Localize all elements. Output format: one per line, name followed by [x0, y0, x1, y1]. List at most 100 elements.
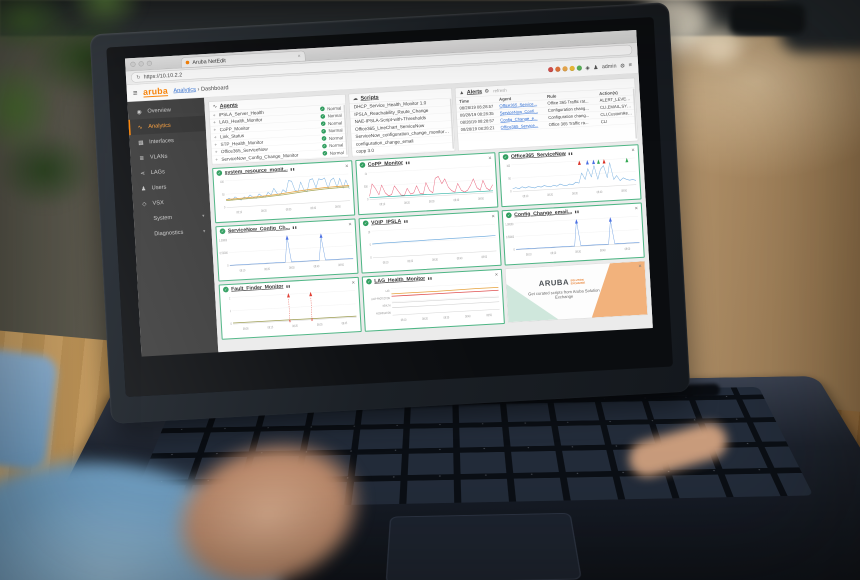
- svg-text:08:10: 08:10: [526, 252, 532, 257]
- agent-status: Normal: [329, 142, 344, 149]
- status-ok-icon: ✓: [321, 136, 327, 142]
- chart-type-icon[interactable]: ▮▮: [568, 151, 574, 156]
- svg-text:500: 500: [364, 184, 368, 189]
- close-icon[interactable]: ×: [491, 213, 495, 220]
- svg-text:08:30: 08:30: [289, 265, 295, 270]
- chart-type-icon[interactable]: ▮▮: [427, 276, 433, 281]
- chart-title-link[interactable]: VOIP_IPSLA: [370, 218, 402, 226]
- close-icon[interactable]: ×: [344, 162, 349, 170]
- close-icon[interactable]: ×: [351, 279, 356, 286]
- svg-text:5: 5: [370, 242, 372, 247]
- sidebar-item-label: VSX: [152, 199, 164, 207]
- svg-text:10: 10: [368, 230, 371, 235]
- svg-text:0: 0: [230, 321, 232, 326]
- chart-canvas: 1k 500 0 08:10 08:20 08:30 08:40 08:50: [364, 165, 494, 207]
- sidebar-item-diagnostics[interactable]: Diagnostics ▾: [134, 223, 212, 243]
- traffic-lights: [130, 60, 155, 67]
- status-count-dot[interactable]: [562, 66, 568, 72]
- breadcrumb-analytics-link[interactable]: Analytics: [173, 86, 197, 94]
- svg-text:100: 100: [506, 163, 510, 168]
- expand-icon[interactable]: +: [213, 127, 217, 133]
- username[interactable]: admin: [601, 62, 617, 70]
- sidebar-item-icon: ▦: [138, 139, 144, 146]
- status-ok-icon: ✓: [320, 121, 326, 127]
- agents-title-link[interactable]: Agents: [219, 101, 238, 110]
- close-icon[interactable]: ×: [631, 146, 635, 154]
- chart-panel-office365_servicenow: ✓ Office365_ServiceNow ▮▮ × 100 50 0 08:10 0…: [498, 144, 642, 208]
- chart-canvas: 1.00000 0.50000 0 08:10 08:20 08:30 08:40 08:50: [219, 232, 354, 273]
- status-count-dot[interactable]: [576, 65, 582, 71]
- close-icon[interactable]: ×: [494, 271, 499, 278]
- chart-type-icon[interactable]: ▮▮: [574, 209, 580, 214]
- chart-panel-fault_finder_monitor: ✓ Fault_Finder_Monitor ▮▮ × 2 1 0 08:05 08:1…: [218, 276, 362, 340]
- chart-canvas: 100 50 0 08:10 08:20 08:30 08:40 08:50: [506, 157, 637, 199]
- chart-type-icon[interactable]: ▮▮: [405, 160, 411, 165]
- expand-icon[interactable]: +: [214, 149, 218, 155]
- svg-text:08:40: 08:40: [600, 248, 606, 253]
- svg-text:08:15: 08:15: [267, 325, 273, 330]
- overflow-menu-icon[interactable]: ≡: [628, 62, 633, 69]
- window-control-dot[interactable]: [130, 61, 136, 67]
- tag-icon[interactable]: ◈: [585, 64, 590, 72]
- chart-type-icon[interactable]: ▮▮: [290, 167, 296, 172]
- breadcrumb-current: Dashboard: [200, 84, 229, 93]
- svg-text:0: 0: [370, 255, 372, 260]
- window-light: [700, 28, 740, 62]
- close-icon[interactable]: ×: [348, 221, 352, 228]
- svg-text:50: 50: [222, 192, 225, 197]
- sidebar-item-label: LAGs: [150, 168, 166, 176]
- expand-icon[interactable]: +: [212, 112, 216, 118]
- window-control-dot[interactable]: [138, 61, 144, 67]
- svg-text:08:20: 08:20: [407, 258, 413, 263]
- chart-type-icon[interactable]: ▮▮: [403, 219, 409, 224]
- agent-status: Normal: [327, 105, 342, 112]
- user-icon[interactable]: ♟: [593, 64, 599, 71]
- banner-card[interactable]: ARUBASOLUTION EXCHANGE Get curated scrip…: [504, 260, 648, 323]
- agents-list: + IPSLA_Server_Health ✓ Normal + LAG_Hea…: [209, 104, 349, 164]
- alerts-refresh-label[interactable]: refresh: [493, 87, 507, 94]
- window-control-dot[interactable]: [146, 60, 153, 67]
- close-icon[interactable]: ×: [634, 205, 639, 212]
- scripts-upload-icon[interactable]: ☁: [352, 95, 359, 102]
- chart-type-icon[interactable]: ▮▮: [292, 225, 298, 230]
- status-count-dot[interactable]: [547, 66, 554, 73]
- gear-icon[interactable]: ⚙: [619, 62, 626, 70]
- status-count-dot[interactable]: [555, 66, 561, 72]
- status-ok-icon: ✓: [322, 143, 327, 149]
- sidebar-item-icon: ∿: [137, 123, 143, 131]
- scripts-title-link[interactable]: Scripts: [360, 94, 379, 102]
- chart-canvas: 10 5 0 08:10 08:20 08:30 08:40 08:50: [368, 224, 497, 265]
- expand-icon[interactable]: +: [214, 141, 218, 148]
- chart-panel-config_change_email: ✓ Config_Change_email... ▮▮ × 1.00000 0.5…: [501, 202, 645, 266]
- breadcrumb-separator: ›: [197, 86, 200, 93]
- status-count-dot[interactable]: [569, 65, 575, 72]
- menu-icon[interactable]: ≡: [132, 88, 138, 98]
- tab-close-icon[interactable]: ×: [297, 53, 301, 60]
- svg-text:08:40: 08:40: [453, 197, 459, 202]
- expand-icon[interactable]: +: [215, 156, 219, 163]
- reload-icon[interactable]: ↻: [136, 74, 141, 81]
- svg-text:08:40: 08:40: [465, 314, 471, 319]
- alerts-title-link[interactable]: Alerts: [466, 88, 483, 96]
- alert-agent-link[interactable]: Office365_Service...: [500, 123, 539, 130]
- banner-subtitle: Get curated scripts from Aruba Solution …: [528, 287, 600, 300]
- status-ok-icon: ✓: [322, 150, 328, 156]
- alerts-gear-icon[interactable]: ⚙: [484, 88, 490, 95]
- expand-icon[interactable]: +: [213, 119, 216, 126]
- svg-text:08:10: 08:10: [383, 260, 389, 265]
- sidebar-item-label: Analytics: [148, 122, 171, 130]
- svg-text:08:50: 08:50: [621, 188, 627, 193]
- svg-text:08:30: 08:30: [575, 249, 581, 254]
- close-icon[interactable]: ×: [638, 262, 642, 270]
- chart-type-icon[interactable]: ▮▮: [285, 284, 291, 289]
- svg-text:08:50: 08:50: [478, 196, 484, 201]
- close-icon[interactable]: ×: [488, 154, 492, 162]
- sidebar-item-label: Overview: [147, 106, 171, 115]
- svg-text:08:30: 08:30: [429, 199, 435, 204]
- status-ok-icon: ✓: [365, 278, 372, 285]
- svg-text:08:40: 08:40: [457, 256, 463, 261]
- expand-icon[interactable]: +: [213, 134, 217, 140]
- sidebar-item-label: Diagnostics: [154, 229, 184, 237]
- status-ok-icon: ✓: [362, 220, 369, 227]
- status-ok-icon: ✓: [505, 212, 512, 219]
